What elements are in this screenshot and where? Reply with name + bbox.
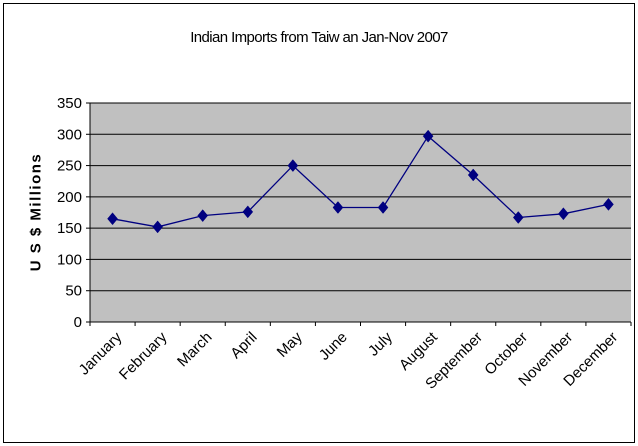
y-tick-labels: 0 50 100 150 200 250 300 350 [57,95,82,331]
y-tick-label: 350 [57,95,82,112]
grid-lines [90,102,631,292]
axes [86,102,632,326]
x-tick-label: March [174,329,215,370]
data-series [107,129,614,234]
y-tick-label: 0 [74,314,82,331]
data-point-marker [467,168,479,182]
y-tick-label: 150 [57,220,82,237]
y-tick-label: 50 [65,283,82,300]
x-tick-label: April [227,329,260,362]
data-point-marker [197,209,209,223]
data-point-marker [422,129,434,143]
y-tick-label: 250 [57,158,82,175]
x-tick-label: February [116,328,171,383]
y-tick-label: 200 [57,189,82,206]
x-tick-label: July [365,328,396,359]
data-point-marker [558,207,569,221]
series-line [112,135,609,228]
data-point-marker [512,211,524,224]
x-tick-label: May [274,328,306,360]
plot-area [90,103,631,322]
data-point-marker [377,201,389,214]
data-point-marker [152,220,163,234]
x-tick-label: June [316,329,351,364]
data-point-marker [107,212,118,226]
data-point-marker [287,159,299,172]
chart-title: Indian Imports from Taiw an Jan-Nov 2007 [190,29,448,46]
data-point-marker [242,205,254,219]
data-point-marker [603,197,614,211]
y-tick-label: 100 [57,251,82,268]
y-tick-label: 300 [57,126,82,143]
data-point-marker [332,201,344,214]
